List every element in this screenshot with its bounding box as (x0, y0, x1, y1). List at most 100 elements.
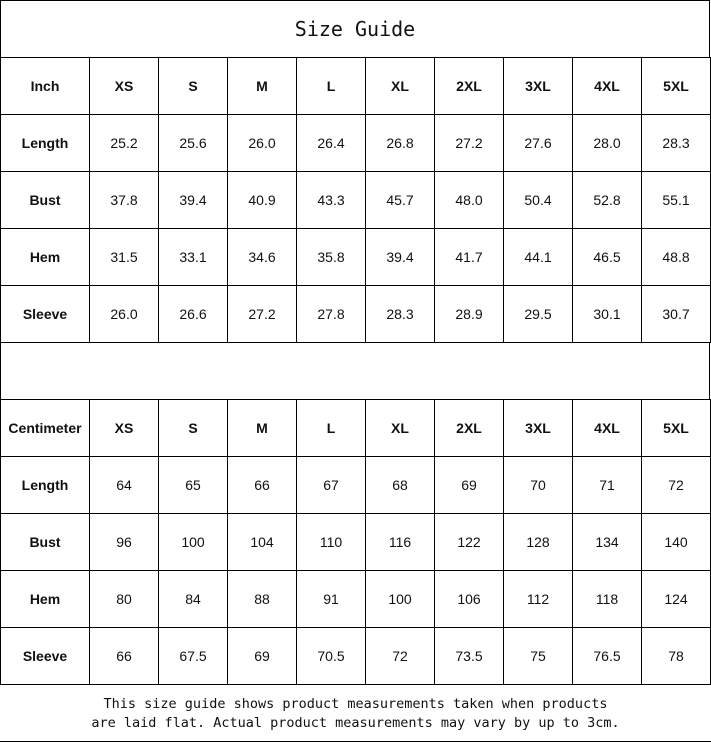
measurement-value: 80 (89, 570, 159, 628)
measurement-value: 128 (503, 513, 573, 571)
table-row: Hem 31.5 33.1 34.6 35.8 39.4 41.7 44.1 46.5 48.8 (0, 228, 711, 286)
measurement-value: 39.4 (158, 171, 228, 229)
measurement-value: 116 (365, 513, 435, 571)
measurement-value: 67 (296, 456, 366, 514)
header-row: Inch XS S M L XL 2XL 3XL 4XL 5XL (0, 57, 711, 115)
measurement-value: 33.1 (158, 228, 228, 286)
size-header: 2XL (434, 399, 504, 457)
measurement-value: 106 (434, 570, 504, 628)
measurement-value: 41.7 (434, 228, 504, 286)
measurement-value: 45.7 (365, 171, 435, 229)
measurement-value: 70 (503, 456, 573, 514)
measurement-label: Hem (0, 570, 90, 628)
size-header: XS (89, 57, 159, 115)
measurement-value: 40.9 (227, 171, 297, 229)
size-header: M (227, 57, 297, 115)
measurement-value: 122 (434, 513, 504, 571)
measurement-value: 27.8 (296, 285, 366, 343)
measurement-value: 39.4 (365, 228, 435, 286)
measurement-value: 78 (641, 627, 711, 685)
measurement-value: 28.9 (434, 285, 504, 343)
measurement-value: 69 (434, 456, 504, 514)
table-row: Length 64 65 66 67 68 69 70 71 72 (0, 456, 711, 514)
measurement-value: 48.0 (434, 171, 504, 229)
measurement-value: 104 (227, 513, 297, 571)
measurement-value: 96 (89, 513, 159, 571)
table-row: Sleeve 26.0 26.6 27.2 27.8 28.3 28.9 29.5 30.1 30… (0, 285, 711, 343)
note-line-1: This size guide shows product measuremen… (103, 696, 608, 712)
measurement-value: 48.8 (641, 228, 711, 286)
measurement-value: 75 (503, 627, 573, 685)
measurement-label: Hem (0, 228, 90, 286)
measurement-value: 29.5 (503, 285, 573, 343)
size-header: M (227, 399, 297, 457)
measurement-value: 30.1 (572, 285, 642, 343)
table-row: Hem 80 84 88 91 100 106 112 118 124 (0, 570, 711, 628)
size-header: 3XL (503, 57, 573, 115)
measurement-value: 50.4 (503, 171, 573, 229)
measurement-value: 26.0 (89, 285, 159, 343)
measurement-value: 100 (365, 570, 435, 628)
size-header: XL (365, 57, 435, 115)
measurement-value: 91 (296, 570, 366, 628)
size-header: L (296, 399, 366, 457)
measurement-value: 26.4 (296, 114, 366, 172)
measurement-value: 84 (158, 570, 228, 628)
measurement-value: 26.0 (227, 114, 297, 172)
measurement-value: 70.5 (296, 627, 366, 685)
table-row: Length 25.2 25.6 26.0 26.4 26.8 27.2 27.6 28.0 28… (0, 114, 711, 172)
measurement-value: 43.3 (296, 171, 366, 229)
measurement-value: 25.6 (158, 114, 228, 172)
size-header: XL (365, 399, 435, 457)
measurement-value: 140 (641, 513, 711, 571)
size-header: S (158, 399, 228, 457)
measurement-value: 25.2 (89, 114, 159, 172)
measurement-value: 26.8 (365, 114, 435, 172)
measurement-value: 88 (227, 570, 297, 628)
measurement-value: 110 (296, 513, 366, 571)
measurement-value: 134 (572, 513, 642, 571)
measurement-value: 37.8 (89, 171, 159, 229)
measurement-value: 28.0 (572, 114, 642, 172)
measurement-value: 27.2 (227, 285, 297, 343)
spacer-row (0, 342, 710, 399)
centimeter-size-table: Centimeter XS S M L XL 2XL 3XL 4XL 5XL Length 64 65 6… (0, 399, 711, 685)
measurement-value: 71 (572, 456, 642, 514)
inch-size-table: Inch XS S M L XL 2XL 3XL 4XL 5XL Length 25.2 25.6 26.… (0, 57, 711, 343)
measurement-value: 66 (89, 627, 159, 685)
measurement-value: 67.5 (158, 627, 228, 685)
measurement-label: Bust (0, 171, 90, 229)
measurement-note: This size guide shows product measuremen… (0, 684, 711, 742)
table-row: Sleeve 66 67.5 69 70.5 72 73.5 75 76.5 78 (0, 627, 711, 685)
measurement-value: 26.6 (158, 285, 228, 343)
measurement-value: 124 (641, 570, 711, 628)
measurement-value: 100 (158, 513, 228, 571)
measurement-label: Length (0, 114, 90, 172)
measurement-value: 72 (641, 456, 711, 514)
table-row: Bust 96 100 104 110 116 122 128 134 140 (0, 513, 711, 571)
size-header: L (296, 57, 366, 115)
measurement-value: 28.3 (365, 285, 435, 343)
size-header: 3XL (503, 399, 573, 457)
measurement-value: 72 (365, 627, 435, 685)
measurement-value: 44.1 (503, 228, 573, 286)
unit-label: Centimeter (0, 399, 90, 457)
measurement-value: 64 (89, 456, 159, 514)
measurement-value: 69 (227, 627, 297, 685)
measurement-value: 34.6 (227, 228, 297, 286)
size-header: XS (89, 399, 159, 457)
measurement-value: 52.8 (572, 171, 642, 229)
measurement-label: Sleeve (0, 627, 90, 685)
measurement-value: 46.5 (572, 228, 642, 286)
note-line-2: are laid flat. Actual product measuremen… (91, 715, 620, 731)
measurement-label: Length (0, 456, 90, 514)
header-row: Centimeter XS S M L XL 2XL 3XL 4XL 5XL (0, 399, 711, 457)
size-header: S (158, 57, 228, 115)
measurement-value: 31.5 (89, 228, 159, 286)
measurement-value: 68 (365, 456, 435, 514)
size-header: 2XL (434, 57, 504, 115)
measurement-value: 76.5 (572, 627, 642, 685)
measurement-label: Sleeve (0, 285, 90, 343)
page-title: Size Guide (0, 0, 710, 57)
